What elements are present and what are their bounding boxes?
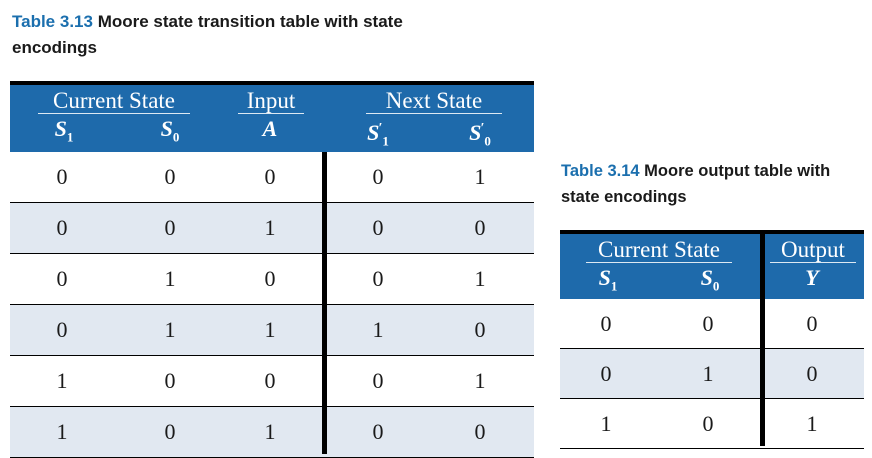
table-cell: 0 [372, 368, 384, 393]
table-cell: 1 [164, 266, 176, 291]
table-cell: 0 [474, 419, 486, 444]
table-row: 0 1 0 0 1 [10, 254, 534, 305]
table-cell: 1 [264, 317, 276, 342]
table-cell: 1 [702, 361, 714, 386]
group-next-state: Next State [366, 89, 502, 114]
table-row: 0 1 0 [560, 349, 864, 399]
table-header: Current State Output S1 S0 Y [560, 234, 864, 299]
table-cell: 0 [806, 361, 818, 386]
group-output: Output [770, 238, 856, 263]
table-cell: 0 [56, 215, 68, 240]
table-header: Current State Input Next State S1 S0 A S… [10, 85, 534, 152]
col-next-s1: S′1 [367, 120, 389, 149]
table-cell: 0 [56, 317, 68, 342]
col-s0: S0 [160, 116, 180, 145]
col-input-a: A [262, 116, 278, 141]
table-cell: 1 [372, 317, 384, 342]
table-cell: 1 [56, 368, 68, 393]
column-divider [322, 152, 327, 454]
output-table: Current State Output S1 S0 Y 0 0 0 0 1 0 1 0 1 [560, 230, 864, 449]
table-cell: 0 [56, 164, 68, 189]
table-cell: 0 [264, 164, 276, 189]
table-body: 0 0 0 0 1 0 1 0 1 [560, 299, 864, 449]
table-cell: 0 [164, 164, 176, 189]
table-cell: 0 [702, 311, 714, 336]
table-cell: 0 [600, 311, 612, 336]
table-cell: 0 [474, 215, 486, 240]
table-cell: 0 [600, 361, 612, 386]
table-cell: 0 [702, 411, 714, 436]
table-3-13-caption: Table 3.13 Moore state transition table … [12, 9, 492, 61]
table-cell: 1 [56, 419, 68, 444]
table-cell: 1 [474, 266, 486, 291]
table-top-rule [10, 81, 534, 85]
table-row: 1 0 1 [560, 399, 864, 449]
table-cell: 0 [372, 266, 384, 291]
table-cell: 0 [372, 419, 384, 444]
table-cell: 1 [264, 215, 276, 240]
table-cell: 0 [56, 266, 68, 291]
column-divider [760, 230, 765, 446]
table-row: 1 0 1 0 0 [10, 407, 534, 458]
table-cell: 1 [806, 411, 818, 436]
table-cell: 0 [372, 215, 384, 240]
table-row: 0 0 1 0 0 [10, 203, 534, 254]
caption-text: Moore state transition table with state … [12, 12, 403, 57]
table-row: 0 0 0 0 1 [10, 152, 534, 203]
group-current-state: Current State [38, 89, 190, 114]
group-input: Input [238, 89, 304, 114]
table-cell: 0 [164, 419, 176, 444]
table-row: 1 0 0 0 1 [10, 356, 534, 407]
table-cell: 0 [264, 368, 276, 393]
caption-text: Moore output table with state encodings [561, 162, 831, 206]
table-cell: 1 [474, 164, 486, 189]
col-s0: S0 [700, 265, 720, 294]
table-cell: 1 [600, 411, 612, 436]
table-cell: 1 [264, 419, 276, 444]
col-next-s0: S′0 [469, 120, 491, 149]
col-s1: S1 [598, 265, 618, 294]
table-cell: 0 [164, 368, 176, 393]
table-cell: 0 [264, 266, 276, 291]
table-3-14-caption: Table 3.14 Moore output table with state… [561, 158, 861, 210]
group-current-state: Current State [586, 238, 732, 263]
col-output-y: Y [805, 265, 819, 290]
table-row: 0 1 1 1 0 [10, 305, 534, 356]
table-cell: 0 [474, 317, 486, 342]
col-s1: S1 [54, 116, 74, 145]
table-cell: 0 [372, 164, 384, 189]
caption-number: Table 3.14 [561, 162, 640, 180]
table-cell: 0 [164, 215, 176, 240]
table-cell: 1 [474, 368, 486, 393]
table-cell: 1 [164, 317, 176, 342]
table-cell: 0 [806, 311, 818, 336]
state-transition-table: Current State Input Next State S1 S0 A S… [10, 81, 534, 458]
table-top-rule [560, 230, 864, 234]
caption-number: Table 3.13 [12, 12, 93, 31]
table-row: 0 0 0 [560, 299, 864, 349]
table-body: 0 0 0 0 1 0 0 1 0 0 0 1 0 0 1 0 1 1 1 0 1 0 0 0 1 1 0 1 0 0 [10, 152, 534, 458]
